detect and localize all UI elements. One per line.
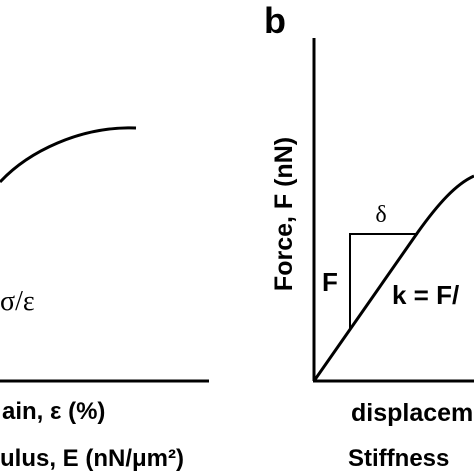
panel-b-caption: Stiffness bbox=[348, 445, 449, 472]
stiffness-formula: k = F/ bbox=[392, 280, 459, 310]
panel-b-x-axis-label: displacem bbox=[351, 399, 473, 427]
stiffness-triangle bbox=[349, 233, 418, 330]
panel-a: σ/ε ain, ε (%) ulus, E (nN/μm²) bbox=[0, 126, 209, 472]
panel-b-letter: b bbox=[264, 0, 286, 41]
panel-b: b Force, F (nN) δ F k = F/ displacem Sti… bbox=[264, 0, 474, 472]
force-displacement-curve bbox=[312, 174, 474, 382]
displacement-symbol: δ bbox=[375, 202, 386, 228]
panel-a-formula: σ/ε bbox=[0, 286, 35, 317]
panel-b-y-axis-label: Force, F (nN) bbox=[270, 137, 298, 291]
stress-strain-curve bbox=[0, 126, 137, 184]
panel-a-x-axis-label: ain, ε (%) bbox=[2, 398, 105, 425]
panel-a-caption: ulus, E (nN/μm²) bbox=[0, 445, 184, 472]
force-symbol: F bbox=[322, 267, 338, 297]
